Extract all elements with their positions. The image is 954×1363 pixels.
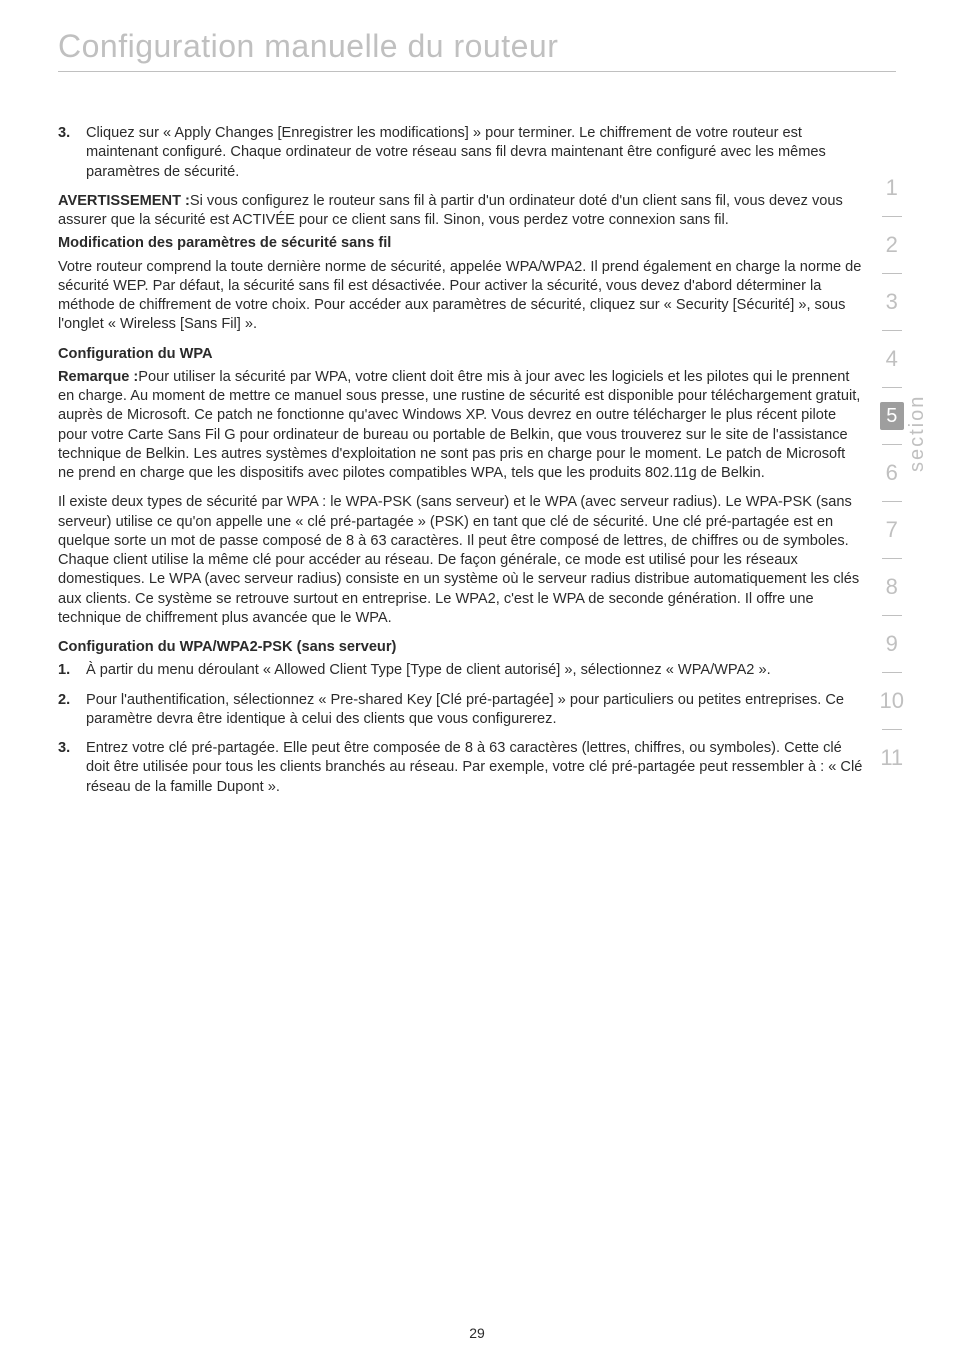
list-body: Entrez votre clé pré-partagée. Elle peut… [86,739,864,797]
tab-separator [882,387,902,388]
paragraph-security-overview: Votre routeur comprend la toute dernière… [58,258,864,335]
warning-paragraph: AVERTISSEMENT :Si vous configurez le rou… [58,192,864,231]
list-number: 3. [58,124,86,182]
subhead-wpa-config: Configuration du WPA [58,345,864,364]
page-number: 29 [0,1325,954,1341]
section-tab-active[interactable]: 5 [880,402,904,430]
section-tab[interactable]: 6 [886,445,898,501]
list-number: 3. [58,739,86,797]
section-tab[interactable]: 7 [886,502,898,558]
subhead-security-mod: Modification des paramètres de sécurité … [58,234,864,253]
page-title: Configuration manuelle du routeur [0,0,954,69]
section-label: section [906,372,929,472]
warning-lead: AVERTISSEMENT : [58,193,190,209]
section-nav-numbers: 1234 5 67891011 [880,160,904,786]
section-tab[interactable]: 11 [880,730,903,786]
note-paragraph: Remarque :Pour utiliser la sécurité par … [58,368,864,484]
section-tab[interactable]: 4 [886,331,898,387]
section-tab[interactable]: 1 [886,160,898,216]
config-step-2: 2. Pour l'authentification, sélectionnez… [58,691,864,730]
section-tab[interactable]: 10 [880,673,904,729]
note-body: Pour utiliser la sécurité par WPA, votre… [58,369,860,481]
note-lead: Remarque : [58,369,138,385]
section-tab[interactable]: 8 [886,559,898,615]
list-body: À partir du menu déroulant « Allowed Cli… [86,661,864,680]
subhead-wpa-psk: Configuration du WPA/WPA2-PSK (sans serv… [58,638,864,657]
intro-step-3: 3. Cliquez sur « Apply Changes [Enregist… [58,124,864,182]
paragraph-wpa-types: Il existe deux types de sécurité par WPA… [58,493,864,628]
config-step-1: 1. À partir du menu déroulant « Allowed … [58,661,864,680]
list-body: Pour l'authentification, sélectionnez « … [86,691,864,730]
section-tab[interactable]: 3 [886,274,898,330]
list-body: Cliquez sur « Apply Changes [Enregistrer… [86,124,864,182]
section-nav: 1234 5 67891011 section [880,160,929,786]
main-content: 3. Cliquez sur « Apply Changes [Enregist… [0,72,954,797]
section-tab[interactable]: 9 [886,616,898,672]
config-step-3: 3. Entrez votre clé pré-partagée. Elle p… [58,739,864,797]
list-number: 2. [58,691,86,730]
list-number: 1. [58,661,86,680]
section-tab[interactable]: 2 [886,217,898,273]
